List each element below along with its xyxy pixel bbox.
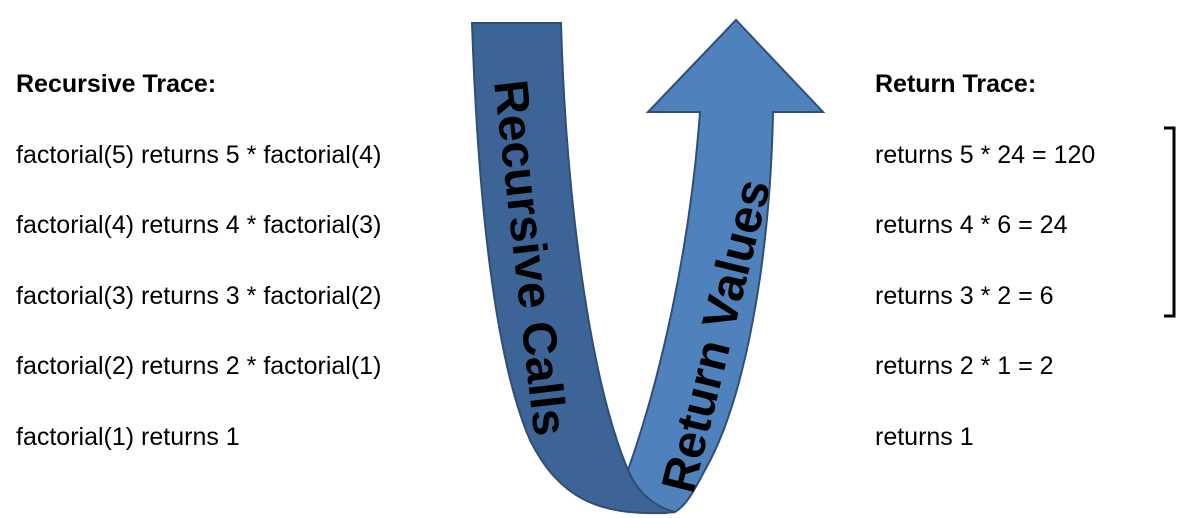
recursive-trace-row: factorial(4) returns 4 * factorial(3) xyxy=(16,211,382,239)
recursive-trace-row: factorial(1) returns 1 xyxy=(16,423,240,451)
recursive-trace-row: factorial(2) returns 2 * factorial(1) xyxy=(16,352,382,380)
recursive-trace-heading: Recursive Trace: xyxy=(16,70,217,98)
recursive-trace-row: factorial(3) returns 3 * factorial(2) xyxy=(16,282,382,310)
return-trace-row: returns 4 * 6 = 24 xyxy=(875,211,1068,239)
return-trace-row: returns 5 * 24 = 120 xyxy=(875,141,1096,169)
return-trace-heading: Return Trace: xyxy=(875,70,1037,98)
return-trace-row: returns 1 xyxy=(875,423,974,451)
return-trace-bracket xyxy=(1164,126,1176,318)
return-values-arrow xyxy=(626,18,826,514)
recursive-trace-row: factorial(5) returns 5 * factorial(4) xyxy=(16,141,382,169)
return-trace-row: returns 2 * 1 = 2 xyxy=(875,352,1054,380)
recursive-calls-arrow-band xyxy=(470,22,676,515)
return-trace-row: returns 3 * 2 = 6 xyxy=(875,282,1054,310)
